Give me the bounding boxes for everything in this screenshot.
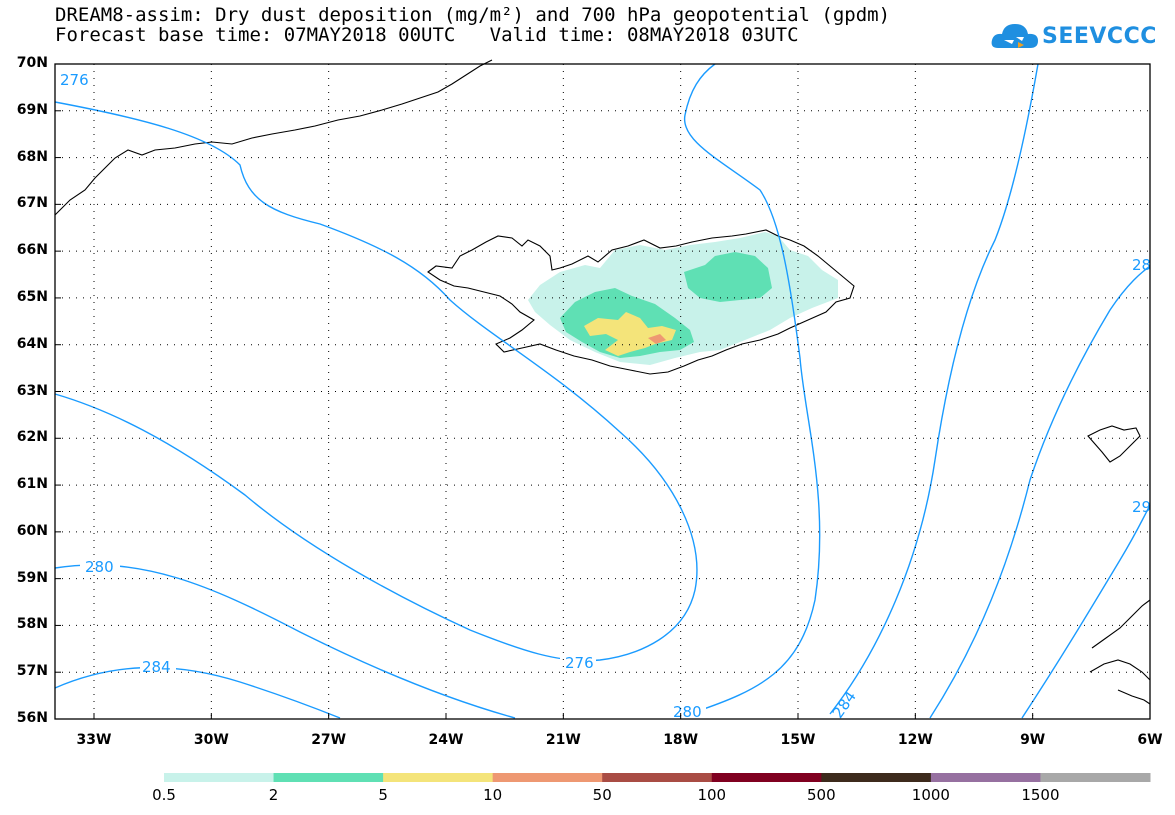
- latitude-label: 58N: [16, 616, 48, 633]
- latitude-label: 67N: [16, 195, 48, 212]
- contour-label-280-left: 280: [85, 558, 114, 576]
- latitude-label: 68N: [16, 148, 48, 165]
- latitude-label: 57N: [16, 663, 48, 680]
- latitude-label: 60N: [16, 522, 48, 539]
- longitude-label: 33W: [76, 732, 112, 748]
- latitude-label: 64N: [16, 335, 48, 352]
- contour-label-276-mid: 276: [565, 654, 594, 672]
- contour-label-28-right: 28: [1132, 256, 1151, 274]
- map-frame: [54, 63, 1151, 720]
- scotland-coast: [1091, 599, 1151, 649]
- latitude-label: 56N: [16, 710, 48, 726]
- longitude-label: 9W: [1020, 732, 1046, 748]
- latitude-label: 66N: [16, 242, 48, 259]
- logo-text: SEEVCCC: [1042, 24, 1157, 49]
- latitude-label: 63N: [16, 382, 48, 399]
- longitude-label: 18W: [663, 732, 699, 748]
- longitude-label: 21W: [545, 732, 581, 748]
- seevccc-logo: SEEVCCC: [990, 18, 1156, 56]
- latitude-label: 59N: [16, 569, 48, 586]
- cloud-logo-icon: [991, 24, 1038, 48]
- greenland-coast: [54, 59, 493, 216]
- contour-276: [54, 101, 698, 662]
- colorbar-swatch: [383, 773, 494, 782]
- dust-level-2-east: [684, 252, 772, 302]
- contour-label-280-bottom: 280: [673, 703, 702, 721]
- graticule: [55, 64, 1150, 719]
- longitude-label: 24W: [428, 732, 464, 748]
- contour-288: [929, 265, 1151, 719]
- contour-292: [1021, 504, 1151, 719]
- dust-level-10: [648, 334, 666, 344]
- faroe-islands: [1087, 425, 1141, 463]
- hebrides: [1089, 659, 1151, 705]
- colorbar-swatch: [602, 773, 713, 782]
- longitude-label: 12W: [897, 732, 933, 748]
- contour-280: [54, 63, 821, 719]
- longitude-label: 27W: [311, 732, 347, 748]
- colorbar-tick-label: 10: [483, 786, 503, 804]
- colorbar-tick-label: 0.5: [152, 786, 176, 804]
- colorbar-swatch: [273, 773, 384, 782]
- geopotential-contours: [54, 63, 1151, 719]
- latitude-label: 62N: [16, 429, 48, 446]
- coastlines: [54, 59, 1151, 705]
- colorbar-swatch: [164, 773, 275, 782]
- dust-level-5: [584, 312, 676, 356]
- contour-284: [54, 63, 1039, 719]
- dust-shading: [528, 232, 838, 365]
- contour-label-29-right: 29: [1132, 498, 1151, 516]
- map-subtitle: Forecast base time: 07MAY2018 00UTC Vali…: [55, 24, 799, 46]
- contour-label-276-top: 276: [60, 71, 89, 89]
- longitude-label: 6W: [1137, 732, 1163, 748]
- longitude-label: 30W: [193, 732, 229, 748]
- colorbar-swatch: [821, 773, 932, 782]
- colorbar-tick-label: 2: [268, 786, 279, 804]
- latitude-label: 65N: [16, 288, 48, 305]
- contour-label-284-left: 284: [142, 658, 171, 676]
- latitude-label: 69N: [16, 101, 48, 118]
- colorbar: [164, 773, 1151, 782]
- colorbar-swatch: [711, 773, 822, 782]
- iceland-coast: [427, 229, 855, 375]
- colorbar-swatch: [492, 773, 603, 782]
- colorbar-swatch: [930, 773, 1041, 782]
- latitude-label: 70N: [16, 55, 48, 71]
- colorbar-tick-label: 100: [697, 786, 727, 804]
- colorbar-swatch: [1040, 773, 1151, 782]
- colorbar-tick-label: 500: [807, 786, 836, 804]
- longitude-label: 15W: [780, 732, 816, 748]
- map-title: DREAM8-assim: Dry dust deposition (mg/m²…: [55, 4, 891, 26]
- latitude-label: 61N: [16, 476, 48, 493]
- colorbar-tick-label: 1000: [911, 786, 950, 804]
- colorbar-tick-label: 1500: [1021, 786, 1060, 804]
- colorbar-tick-label: 50: [592, 786, 612, 804]
- colorbar-tick-label: 5: [378, 786, 388, 804]
- contour-label-284-bottom: 284: [829, 688, 860, 722]
